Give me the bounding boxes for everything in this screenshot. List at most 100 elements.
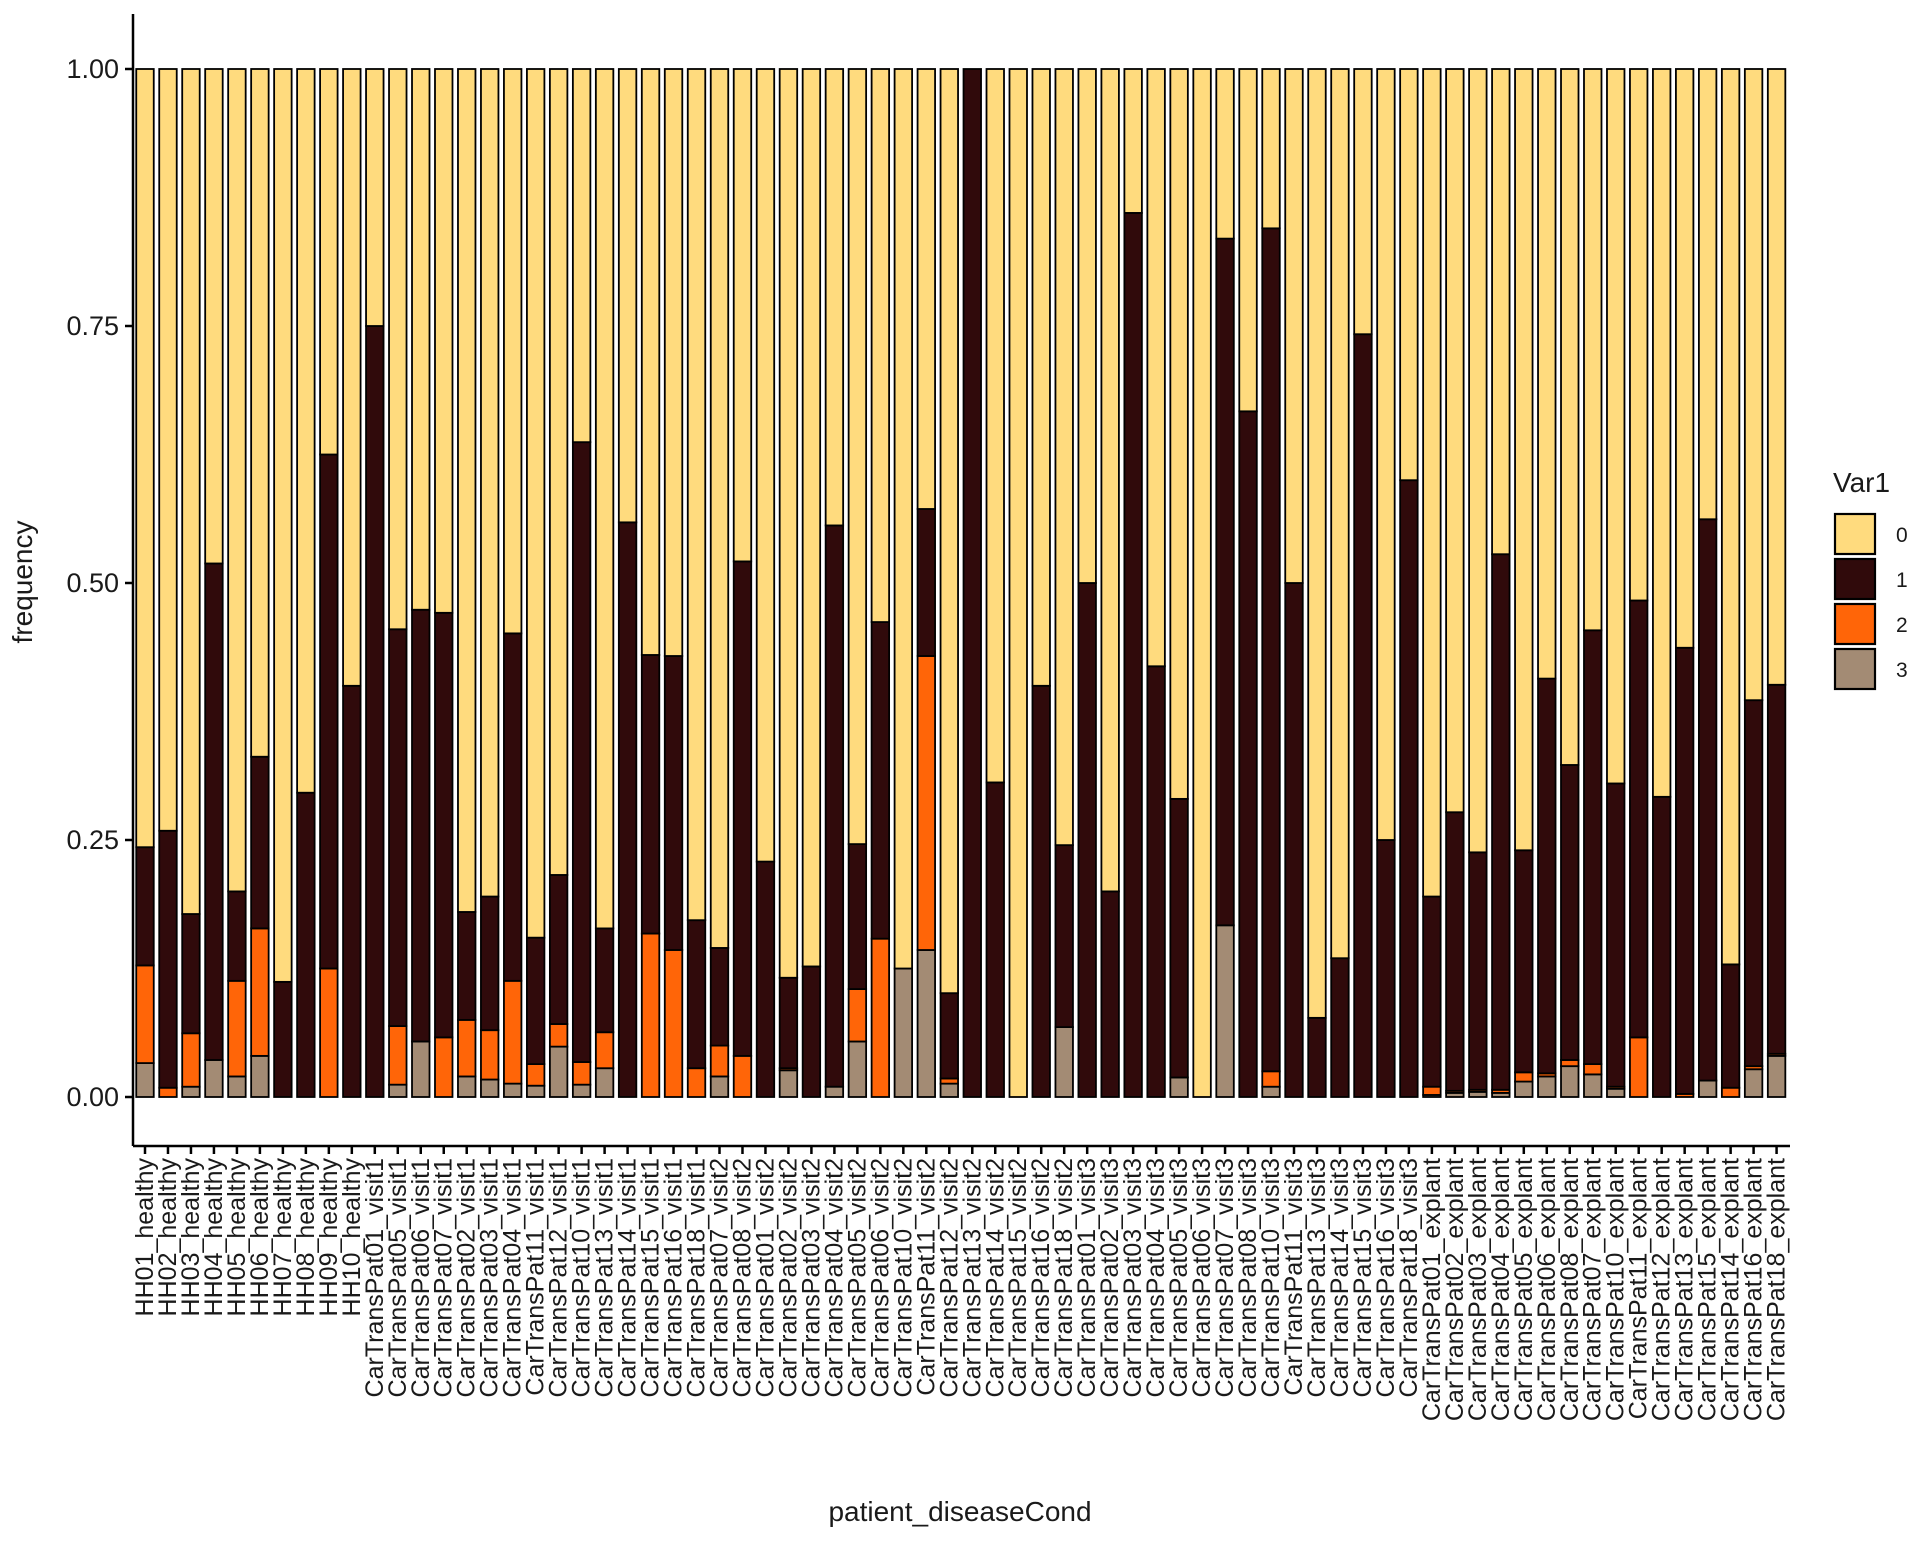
bar-segment-var1-0	[755, 68, 776, 863]
bar-segment-var1-1	[503, 632, 523, 982]
bar-segment-var1-0	[1307, 68, 1327, 1019]
x-tick-label: CarTransPat06_visit1	[407, 1158, 435, 1397]
bar-segment-var1-0	[1491, 68, 1511, 556]
bar-segment-var1-1	[1376, 839, 1396, 1098]
bar-stack	[663, 68, 684, 1098]
bar-segment-var1-3	[227, 1075, 247, 1098]
bar-segment-var1-1	[1743, 699, 1764, 1068]
bar-segment-var1-0	[158, 68, 178, 832]
bar-segment-var1-1	[640, 654, 661, 935]
x-tick-label: CarTransPat02_visit3	[1096, 1158, 1124, 1397]
x-tick-label: CarTransPat05_visit1	[384, 1158, 412, 1397]
x-tick-label: HH07_healthy	[269, 1158, 297, 1317]
bar-segment-var1-1	[1054, 844, 1074, 1029]
bar-stack	[1491, 68, 1511, 1098]
x-tick-label: CarTransPat18_explant	[1763, 1158, 1791, 1421]
bar-stack	[158, 68, 178, 1098]
bar-segment-var1-2	[526, 1063, 546, 1087]
y-tick-label: 0.25	[66, 825, 119, 855]
bar-segment-var1-3	[1560, 1065, 1580, 1098]
bar-segment-var1-0	[778, 68, 799, 979]
bar-stack	[801, 68, 822, 1098]
bar-segment-var1-0	[1100, 68, 1120, 893]
bar-segment-var1-0	[1766, 68, 1787, 686]
bar-segment-var1-1	[686, 919, 707, 1070]
x-tick-label: CarTransPat07_visit2	[706, 1158, 734, 1397]
x-axis-title: patient_diseaseCond	[828, 1496, 1091, 1527]
bar-stack	[1008, 68, 1028, 1098]
bar-segment-var1-1	[571, 441, 592, 1063]
bar-stack	[1261, 68, 1281, 1098]
bar-segment-var1-1	[962, 68, 982, 1098]
bar-segment-var1-2	[480, 1029, 500, 1081]
bar-segment-var1-2	[732, 1054, 753, 1098]
x-tick-label: CarTransPat16_explant	[1740, 1158, 1768, 1421]
bar-segment-var1-3	[824, 1085, 845, 1098]
bar-stack	[1445, 68, 1465, 1098]
bar-segment-var1-2	[158, 1086, 178, 1098]
x-tick-label: HH08_healthy	[292, 1158, 320, 1317]
bar-segment-var1-3	[1606, 1087, 1626, 1098]
bar-segment-var1-0	[1353, 68, 1373, 336]
x-tick-label: CarTransPat06_visit2	[866, 1158, 894, 1397]
bar-segment-var1-2	[640, 932, 661, 1098]
bar-segment-var1-1	[778, 976, 799, 1070]
x-tick-label: HH06_healthy	[246, 1158, 274, 1317]
bar-segment-var1-0	[1652, 68, 1672, 798]
bar-segment-var1-1	[342, 684, 362, 1098]
x-tick-label: CarTransPat04_visit2	[820, 1158, 848, 1397]
x-tick-label: CarTransPat03_visit1	[476, 1158, 504, 1397]
bar-segment-var1-3	[1766, 1054, 1787, 1098]
bar-stack	[1238, 68, 1258, 1098]
x-tick-label: HH04_healthy	[200, 1158, 228, 1317]
bar-segment-var1-0	[1376, 68, 1396, 841]
bar-stack	[732, 68, 753, 1098]
x-tick-label: CarTransPat08_explant	[1556, 1158, 1584, 1421]
bar-segment-var1-1	[985, 781, 1005, 1098]
bar-segment-var1-3	[594, 1067, 615, 1098]
bar-segment-var1-1	[1445, 811, 1465, 1092]
bar-segment-var1-0	[526, 68, 546, 939]
bar-stack	[985, 68, 1005, 1098]
bar-segment-var1-3	[1514, 1080, 1534, 1098]
bar-segment-var1-3	[1215, 924, 1235, 1098]
bar-segment-var1-1	[1697, 518, 1718, 1082]
bar-stack	[1629, 68, 1649, 1098]
bar-segment-var1-0	[1261, 68, 1281, 230]
bar-stack	[434, 68, 454, 1098]
bar-segment-var1-0	[686, 68, 707, 922]
bar-stack	[870, 68, 891, 1098]
bar-segment-var1-1	[847, 843, 868, 990]
y-tick-label: 0.75	[66, 311, 119, 341]
bar-segment-var1-0	[1123, 68, 1143, 214]
x-tick-label: CarTransPat06_visit3	[1188, 1158, 1216, 1397]
x-tick-label: CarTransPat01_visit3	[1073, 1158, 1101, 1397]
legend-swatch-1	[1833, 557, 1877, 601]
bar-stack	[503, 68, 523, 1098]
x-tick-label: CarTransPat18_visit3	[1395, 1158, 1423, 1397]
bar-segment-var1-0	[319, 68, 339, 456]
bar-segment-var1-0	[1445, 68, 1465, 814]
bar-stack	[1215, 68, 1235, 1098]
bar-segment-var1-2	[227, 979, 247, 1078]
bar-segment-var1-1	[594, 927, 615, 1034]
bar-stack	[1100, 68, 1120, 1098]
bar-stack	[1077, 68, 1097, 1098]
bar-stack	[916, 68, 936, 1098]
bar-segment-var1-3	[893, 967, 913, 1098]
bar-segment-var1-3	[778, 1069, 799, 1098]
bar-segment-var1-1	[1766, 683, 1787, 1055]
x-tick-label: HH09_healthy	[315, 1158, 343, 1317]
bar-segment-var1-0	[480, 68, 500, 898]
legend-label-3: 3	[1896, 659, 1908, 682]
bar-segment-var1-1	[1146, 665, 1166, 1098]
bar-segment-var1-3	[709, 1075, 730, 1098]
bar-segment-var1-3	[1169, 1076, 1189, 1098]
bar-segment-var1-3	[1743, 1068, 1764, 1098]
bar-stack	[893, 68, 913, 1098]
bars-layer	[135, 68, 1787, 1098]
bar-segment-var1-1	[663, 655, 684, 951]
bar-segment-var1-3	[457, 1075, 477, 1098]
x-tick-label: CarTransPat15_visit2	[1004, 1158, 1032, 1397]
bar-segment-var1-3	[1697, 1079, 1718, 1098]
